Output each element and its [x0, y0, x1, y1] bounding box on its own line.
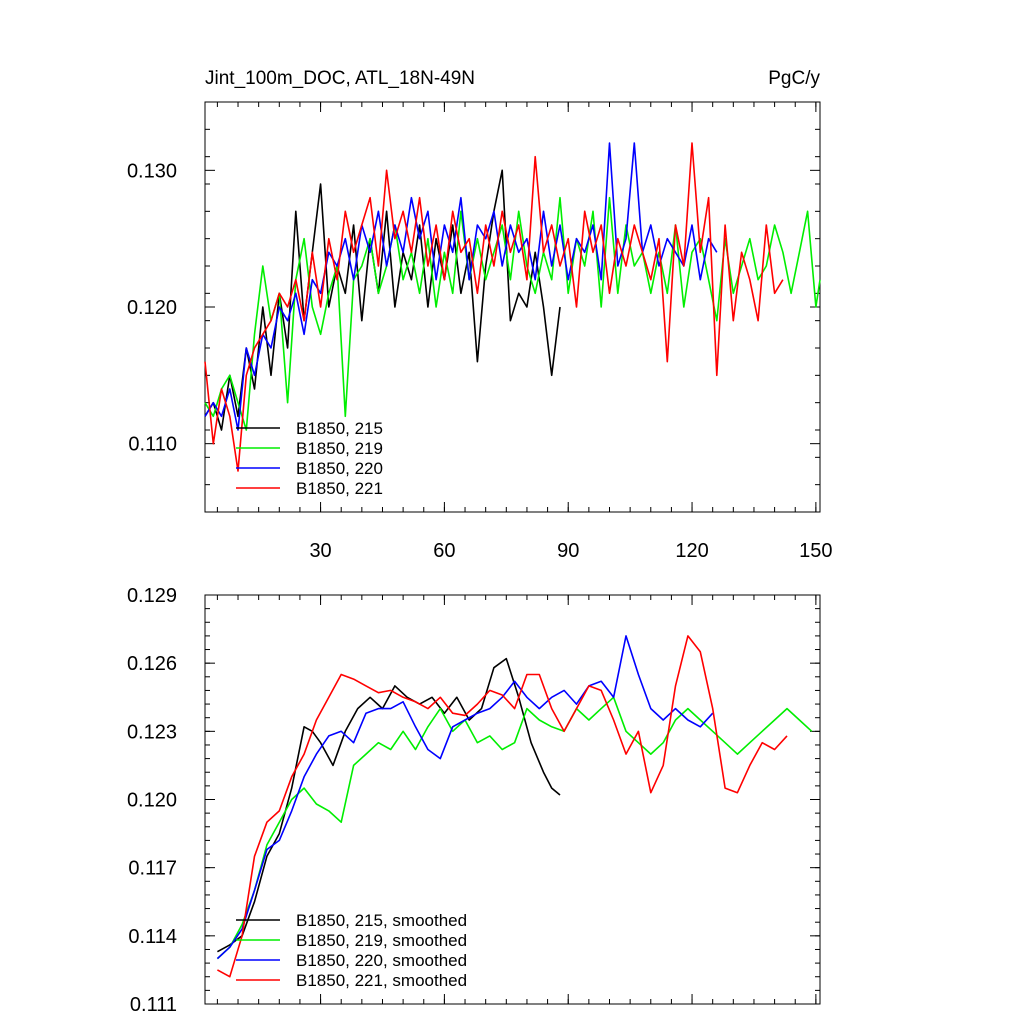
- x-tick-label: 60: [433, 540, 455, 562]
- x-tick-label: 150: [799, 540, 832, 562]
- series-line-4: [217, 635, 788, 978]
- chart-panel-1: Jint_100m_DOC, ATL_18N-49N PgC/y 0.110 0.12…: [127, 68, 833, 562]
- y-tick-label: 0.111: [130, 994, 177, 1016]
- series-line-2: [204, 196, 821, 431]
- legend-label: B1850, 221, smoothed: [296, 971, 467, 990]
- y-tick-label: 0.114: [128, 926, 177, 948]
- chart-panel-2: 0.111 0.114 0.117 0.120 0.123 0.126 0.129 B1850…: [127, 585, 821, 1016]
- legend-label: B1850, 219: [296, 439, 383, 458]
- y-tick-label: 0.120: [127, 790, 177, 812]
- series-line-2: [216, 696, 813, 960]
- y-tick-label: 0.120: [127, 297, 177, 319]
- x-tick-label: 90: [557, 540, 579, 562]
- units-label: PgC/y: [768, 68, 820, 89]
- y-tick-label: 0.110: [128, 434, 177, 456]
- y-tick-label: 0.126: [127, 653, 177, 675]
- x-tick-label: 30: [309, 540, 331, 562]
- y-tick-label: 0.130: [127, 160, 177, 182]
- x-tick-label: 120: [675, 540, 708, 562]
- y-tick-label: 0.123: [127, 721, 177, 743]
- series-line-3: [204, 142, 718, 431]
- legend-label: B1850, 221: [296, 479, 383, 498]
- y-tick-label: 0.129: [127, 585, 177, 607]
- legend-label: B1850, 220, smoothed: [296, 951, 467, 970]
- series-line-3: [216, 635, 714, 960]
- series-line-4: [204, 142, 784, 472]
- chart-title: Jint_100m_DOC, ATL_18N-49N: [205, 68, 475, 89]
- legend-label: B1850, 215: [296, 419, 383, 438]
- legend-label: B1850, 215, smoothed: [296, 911, 467, 930]
- series-line-1: [204, 169, 561, 431]
- legend-label: B1850, 220: [296, 459, 383, 478]
- legend-label: B1850, 219, smoothed: [296, 931, 467, 950]
- y-tick-label: 0.117: [128, 858, 177, 880]
- series-line-1: [217, 657, 561, 953]
